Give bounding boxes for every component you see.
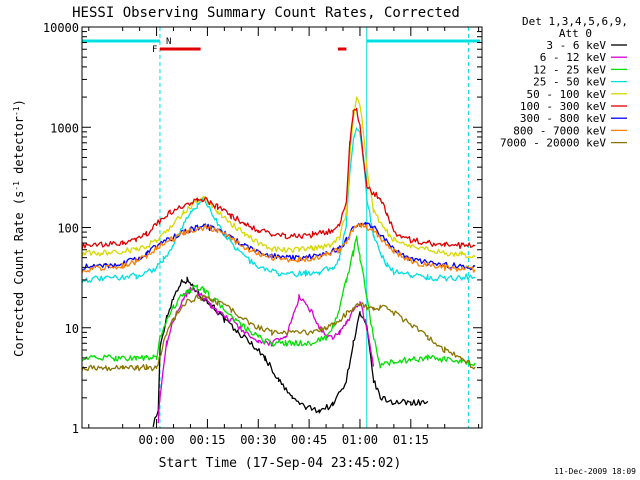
legend-entry-label: 7000 - 20000 keV (500, 137, 606, 150)
legend-entry-label: 6 - 12 keV (540, 51, 607, 64)
series-line (81, 235, 476, 369)
legend-entry-label: 300 - 800 keV (520, 112, 606, 125)
y-tick-label: 100 (57, 222, 79, 236)
x-tick-label: 00:30 (240, 433, 276, 447)
legend-entry-label: 12 - 25 keV (533, 63, 606, 76)
y-axis-label-sup2: -1 (12, 106, 21, 116)
series-line (81, 107, 476, 250)
y-axis-label-sup1: -1 (12, 181, 21, 191)
y-axis: 1 10 100 1000 10000 (43, 21, 482, 436)
legend-header-detectors: Det 1,3,4,5,6,9, (522, 15, 628, 28)
series-line (152, 276, 429, 428)
y-axis-label-end: ) (12, 99, 26, 106)
x-axis: 00:00 00:15 00:30 00:45 01:00 01:15 (88, 27, 480, 447)
legend-header-attenuator: Att 0 (559, 27, 592, 40)
series-line (81, 221, 476, 271)
series-lines (81, 96, 476, 428)
timestamp: 11-Dec-2009 18:09 (554, 467, 636, 476)
x-tick-label: 00:45 (291, 433, 327, 447)
series-line (157, 286, 375, 424)
legend-entry-label: 100 - 300 keV (520, 100, 606, 113)
y-axis-label-main: Corrected Count Rate (s (12, 191, 26, 357)
legend-entry-label: 25 - 50 keV (533, 76, 606, 89)
chart-title: HESSI Observing Summary Count Rates, Cor… (72, 5, 460, 21)
series-line (81, 127, 476, 284)
x-axis-label: Start Time (17-Sep-04 23:45:02) (159, 456, 402, 471)
legend-entry-label: 50 - 100 keV (527, 88, 607, 101)
y-tick-label: 1000 (50, 121, 79, 135)
y-tick-label: 10 (65, 322, 79, 336)
series-line (81, 222, 476, 273)
series-line (81, 294, 476, 372)
x-tick-label: 01:00 (342, 433, 378, 447)
legend-entry-label: 3 - 6 keV (546, 39, 606, 52)
x-tick-label: 00:15 (189, 433, 225, 447)
flag-label-f: F (152, 45, 157, 55)
y-axis-label-mid: detector (12, 116, 26, 181)
y-tick-label: 10000 (43, 21, 79, 35)
y-tick-label: 1 (72, 422, 79, 436)
series-line (81, 96, 476, 259)
legend-entry-label: 800 - 7000 keV (513, 124, 606, 137)
flag-label-n: N (166, 37, 171, 47)
y-axis-label: Corrected Count Rate (s-1 detector-1) (12, 99, 27, 357)
x-tick-label: 00:00 (139, 433, 175, 447)
x-tick-label: 01:15 (393, 433, 429, 447)
